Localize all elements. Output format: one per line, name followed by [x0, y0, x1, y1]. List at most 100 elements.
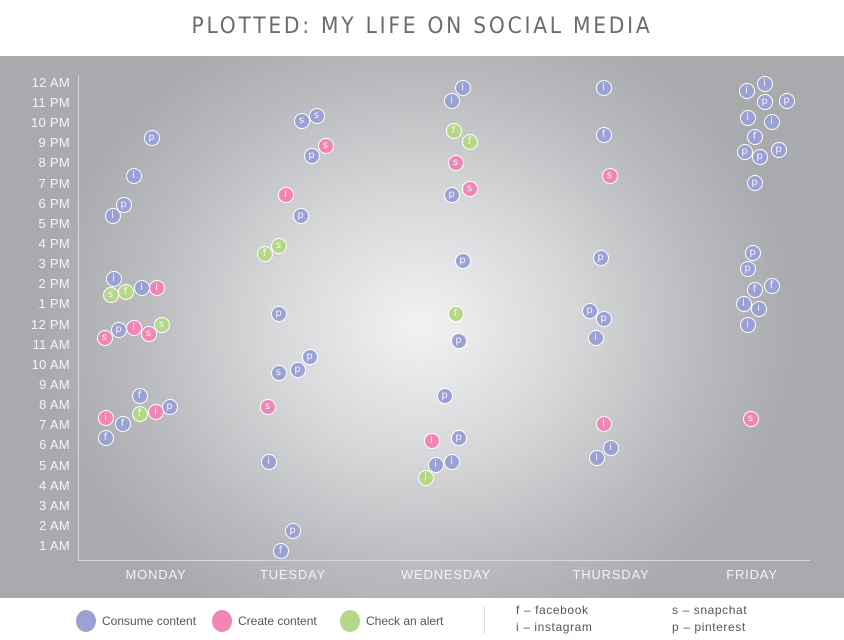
x-tick-label: TUESDAY: [259, 567, 327, 582]
alert-swatch-icon: [340, 610, 360, 632]
y-tick-label: 3 PM: [38, 256, 70, 271]
data-point-consume: i: [443, 453, 460, 470]
y-tick-label: 12 PM: [30, 317, 70, 332]
key-pinterest: p – pinterest: [672, 620, 746, 634]
y-tick-label: 4 PM: [38, 236, 70, 251]
legend-item-create: Create content: [212, 610, 317, 632]
y-tick-label: 5 PM: [38, 216, 70, 231]
key-facebook: f – facebook: [516, 603, 589, 617]
data-point-consume: p: [746, 174, 763, 191]
data-point-consume: p: [592, 249, 609, 266]
data-point-consume: i: [454, 79, 471, 96]
y-tick-label: 11 AM: [32, 337, 70, 352]
data-point-create: i: [97, 409, 114, 426]
y-axis-line: [78, 75, 79, 560]
data-point-create: s: [317, 137, 334, 154]
data-point-consume: i: [125, 167, 142, 184]
data-point-consume: p: [110, 321, 127, 338]
data-point-create: s: [601, 167, 618, 184]
consume-swatch-icon: [76, 610, 96, 632]
data-point-consume: p: [115, 196, 132, 213]
data-point-consume: s: [308, 107, 325, 124]
data-point-create: i: [147, 403, 164, 420]
key-snapchat: s – snapchat: [672, 603, 748, 617]
chart-title: PLOTTED: MY LIFE ON SOCIAL MEDIA: [191, 14, 653, 39]
data-point-consume: p: [739, 260, 756, 277]
y-tick-label: 8 AM: [39, 397, 70, 412]
y-tick-label: 6 AM: [39, 437, 70, 452]
y-tick-label: 6 PM: [38, 196, 70, 211]
data-point-consume: i: [756, 75, 773, 92]
data-point-consume: i: [750, 300, 767, 317]
x-tick-label: THURSDAY: [572, 567, 650, 582]
data-point-consume: p: [284, 522, 301, 539]
y-tick-label: 3 AM: [39, 498, 70, 513]
x-tick-label: MONDAY: [125, 567, 187, 582]
data-point-consume: f: [114, 415, 131, 432]
x-tick-label: WEDNESDAY: [400, 567, 492, 582]
data-point-consume: i: [105, 270, 122, 287]
data-point-consume: p: [744, 244, 761, 261]
data-point-consume: i: [763, 113, 780, 130]
data-point-consume: p: [581, 302, 598, 319]
data-point-consume: p: [454, 252, 471, 269]
y-tick-label: 7 PM: [38, 176, 70, 191]
y-tick-label: 9 PM: [38, 135, 70, 150]
data-point-create: s: [461, 180, 478, 197]
data-point-consume: p: [756, 93, 773, 110]
data-point-consume: i: [427, 456, 444, 473]
data-point-alert: f: [256, 245, 273, 262]
data-point-consume: p: [161, 398, 178, 415]
data-point-create: i: [423, 432, 440, 449]
data-point-consume: p: [289, 361, 306, 378]
data-point-consume: i: [588, 449, 605, 466]
data-point-alert: s: [270, 237, 287, 254]
data-point-consume: p: [450, 429, 467, 446]
data-point-consume: i: [739, 109, 756, 126]
data-point-consume: f: [763, 277, 780, 294]
data-point-consume: i: [260, 453, 277, 470]
y-tick-label: 10 PM: [30, 115, 70, 130]
y-tick-label: 2 AM: [39, 518, 70, 533]
y-tick-label: 8 PM: [38, 155, 70, 170]
create-swatch-icon: [212, 610, 232, 632]
y-tick-label: 7 AM: [39, 417, 70, 432]
data-point-consume: f: [746, 281, 763, 298]
data-point-consume: p: [595, 310, 612, 327]
y-tick-label: 1 PM: [38, 296, 70, 311]
data-point-consume: i: [602, 439, 619, 456]
data-point-consume: p: [450, 332, 467, 349]
data-point-alert: f: [117, 283, 134, 300]
data-point-create: s: [140, 325, 157, 342]
data-point-consume: p: [292, 207, 309, 224]
data-point-consume: f: [97, 429, 114, 446]
data-point-consume: i: [595, 79, 612, 96]
y-tick-label: 1 AM: [39, 538, 70, 553]
key-instagram: i – instagram: [516, 620, 593, 634]
y-tick-label: 10 AM: [31, 357, 70, 372]
data-point-consume: i: [133, 279, 150, 296]
data-point-consume: f: [595, 126, 612, 143]
data-point-create: s: [96, 329, 113, 346]
data-point-create: i: [595, 415, 612, 432]
data-point-create: i: [277, 186, 294, 203]
x-tick-label: FRIDAY: [726, 567, 778, 582]
legend-divider: [484, 606, 485, 634]
data-point-consume: p: [443, 186, 460, 203]
data-point-create: i: [125, 319, 142, 336]
data-point-consume: p: [736, 143, 753, 160]
data-point-alert: s: [153, 316, 170, 333]
data-point-consume: p: [770, 141, 787, 158]
data-point-consume: i: [443, 92, 460, 109]
y-tick-label: 9 AM: [39, 377, 70, 392]
data-point-create: s: [259, 398, 276, 415]
legend-item-consume: Consume content: [76, 610, 196, 632]
legend: Consume content Create content Check an …: [0, 602, 844, 640]
legend-item-alert: Check an alert: [340, 610, 444, 632]
data-point-alert: i: [417, 469, 434, 486]
data-point-alert: s: [102, 286, 119, 303]
data-point-create: i: [148, 279, 165, 296]
data-point-consume: p: [436, 387, 453, 404]
data-point-consume: f: [131, 387, 148, 404]
legend-label: Check an alert: [366, 614, 444, 628]
